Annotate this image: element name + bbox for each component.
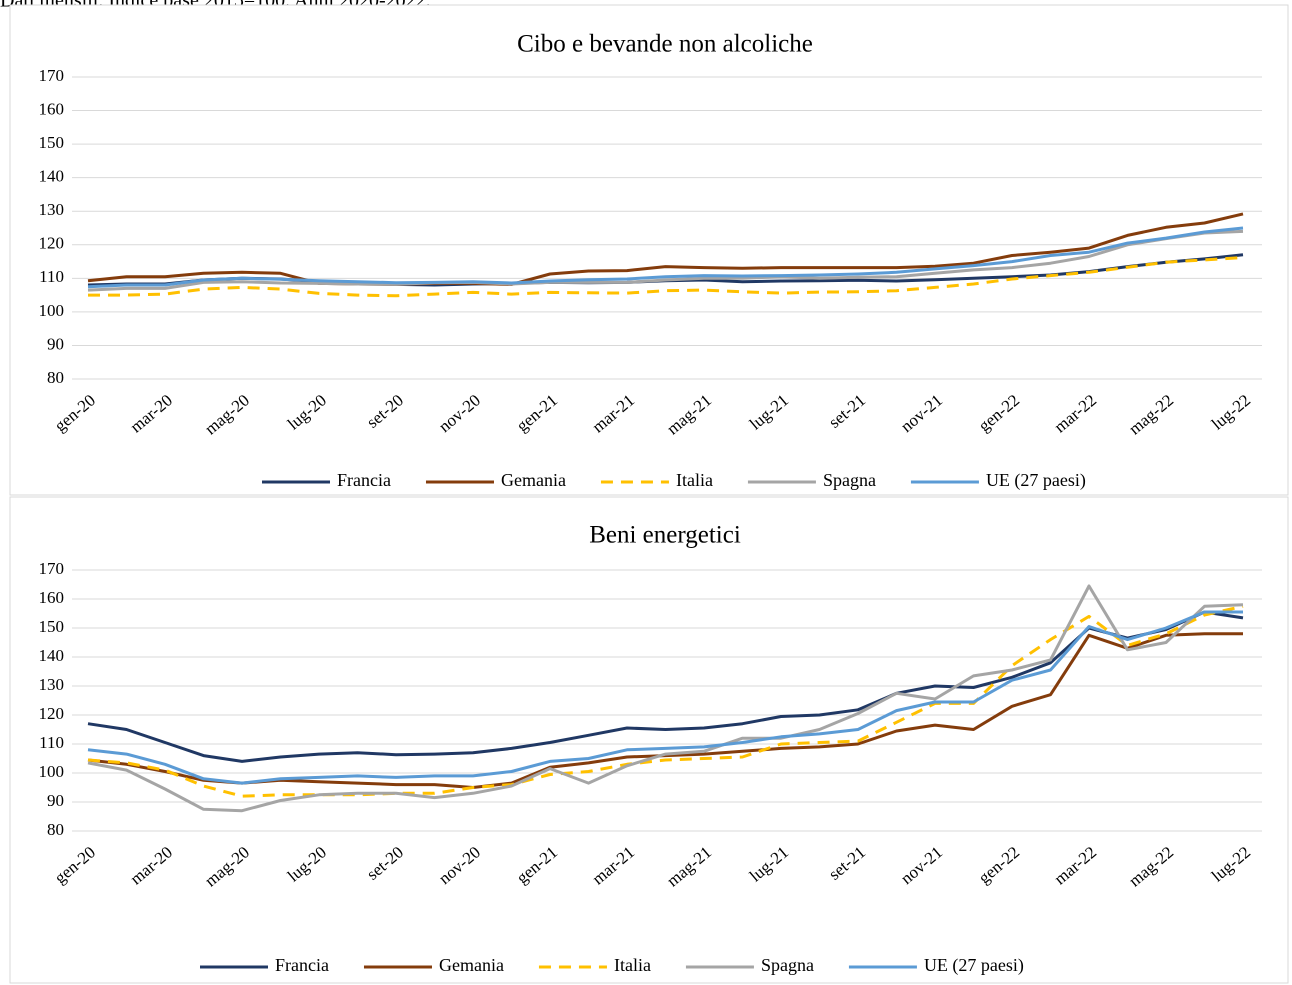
y-tick-label: 160 — [39, 99, 65, 118]
chart-title: Cibo e bevande non alcoliche — [517, 31, 813, 58]
y-tick-label: 150 — [39, 617, 65, 636]
legend-label: Francia — [275, 955, 329, 975]
series-line — [87, 604, 1244, 798]
series-line — [88, 256, 1244, 298]
chart-frame — [9, 496, 1289, 984]
y-tick-label: 90 — [47, 791, 64, 810]
series-line — [87, 212, 1244, 286]
y-tick-label: 140 — [39, 167, 65, 186]
legend-label: Gemania — [439, 955, 504, 975]
y-tick-label: 80 — [47, 368, 64, 387]
y-tick-label: 170 — [39, 559, 65, 578]
y-tick-label: 150 — [39, 133, 65, 152]
y-tick-label: 140 — [39, 646, 65, 665]
y-tick-label: 130 — [39, 675, 65, 694]
series-line — [87, 584, 1244, 813]
y-tick-label: 80 — [47, 820, 64, 839]
legend-label: Francia — [337, 470, 391, 490]
y-tick-label: 170 — [39, 66, 65, 85]
y-tick-label: 130 — [39, 200, 65, 219]
legend-label: Spagna — [823, 470, 876, 490]
y-tick-label: 90 — [47, 334, 64, 353]
legend-label: Spagna — [761, 955, 814, 975]
series-line — [87, 610, 1244, 763]
y-tick-label: 100 — [39, 762, 65, 781]
legend-label: Italia — [614, 955, 651, 975]
legend-label: UE (27 paesi) — [986, 470, 1086, 491]
legend-label: Italia — [676, 470, 713, 490]
chart-title: Beni energetici — [589, 522, 741, 549]
legend-label: UE (27 paesi) — [924, 955, 1024, 976]
series-line — [87, 229, 1244, 292]
series-line — [87, 226, 1244, 289]
y-tick-label: 120 — [39, 704, 65, 723]
y-tick-label: 160 — [39, 588, 65, 607]
legend-label: Gemania — [501, 470, 566, 490]
y-tick-label: 120 — [39, 234, 65, 253]
y-tick-label: 110 — [39, 733, 64, 752]
y-tick-label: 110 — [39, 267, 64, 286]
series-line — [87, 610, 1243, 785]
y-tick-label: 100 — [39, 301, 65, 320]
